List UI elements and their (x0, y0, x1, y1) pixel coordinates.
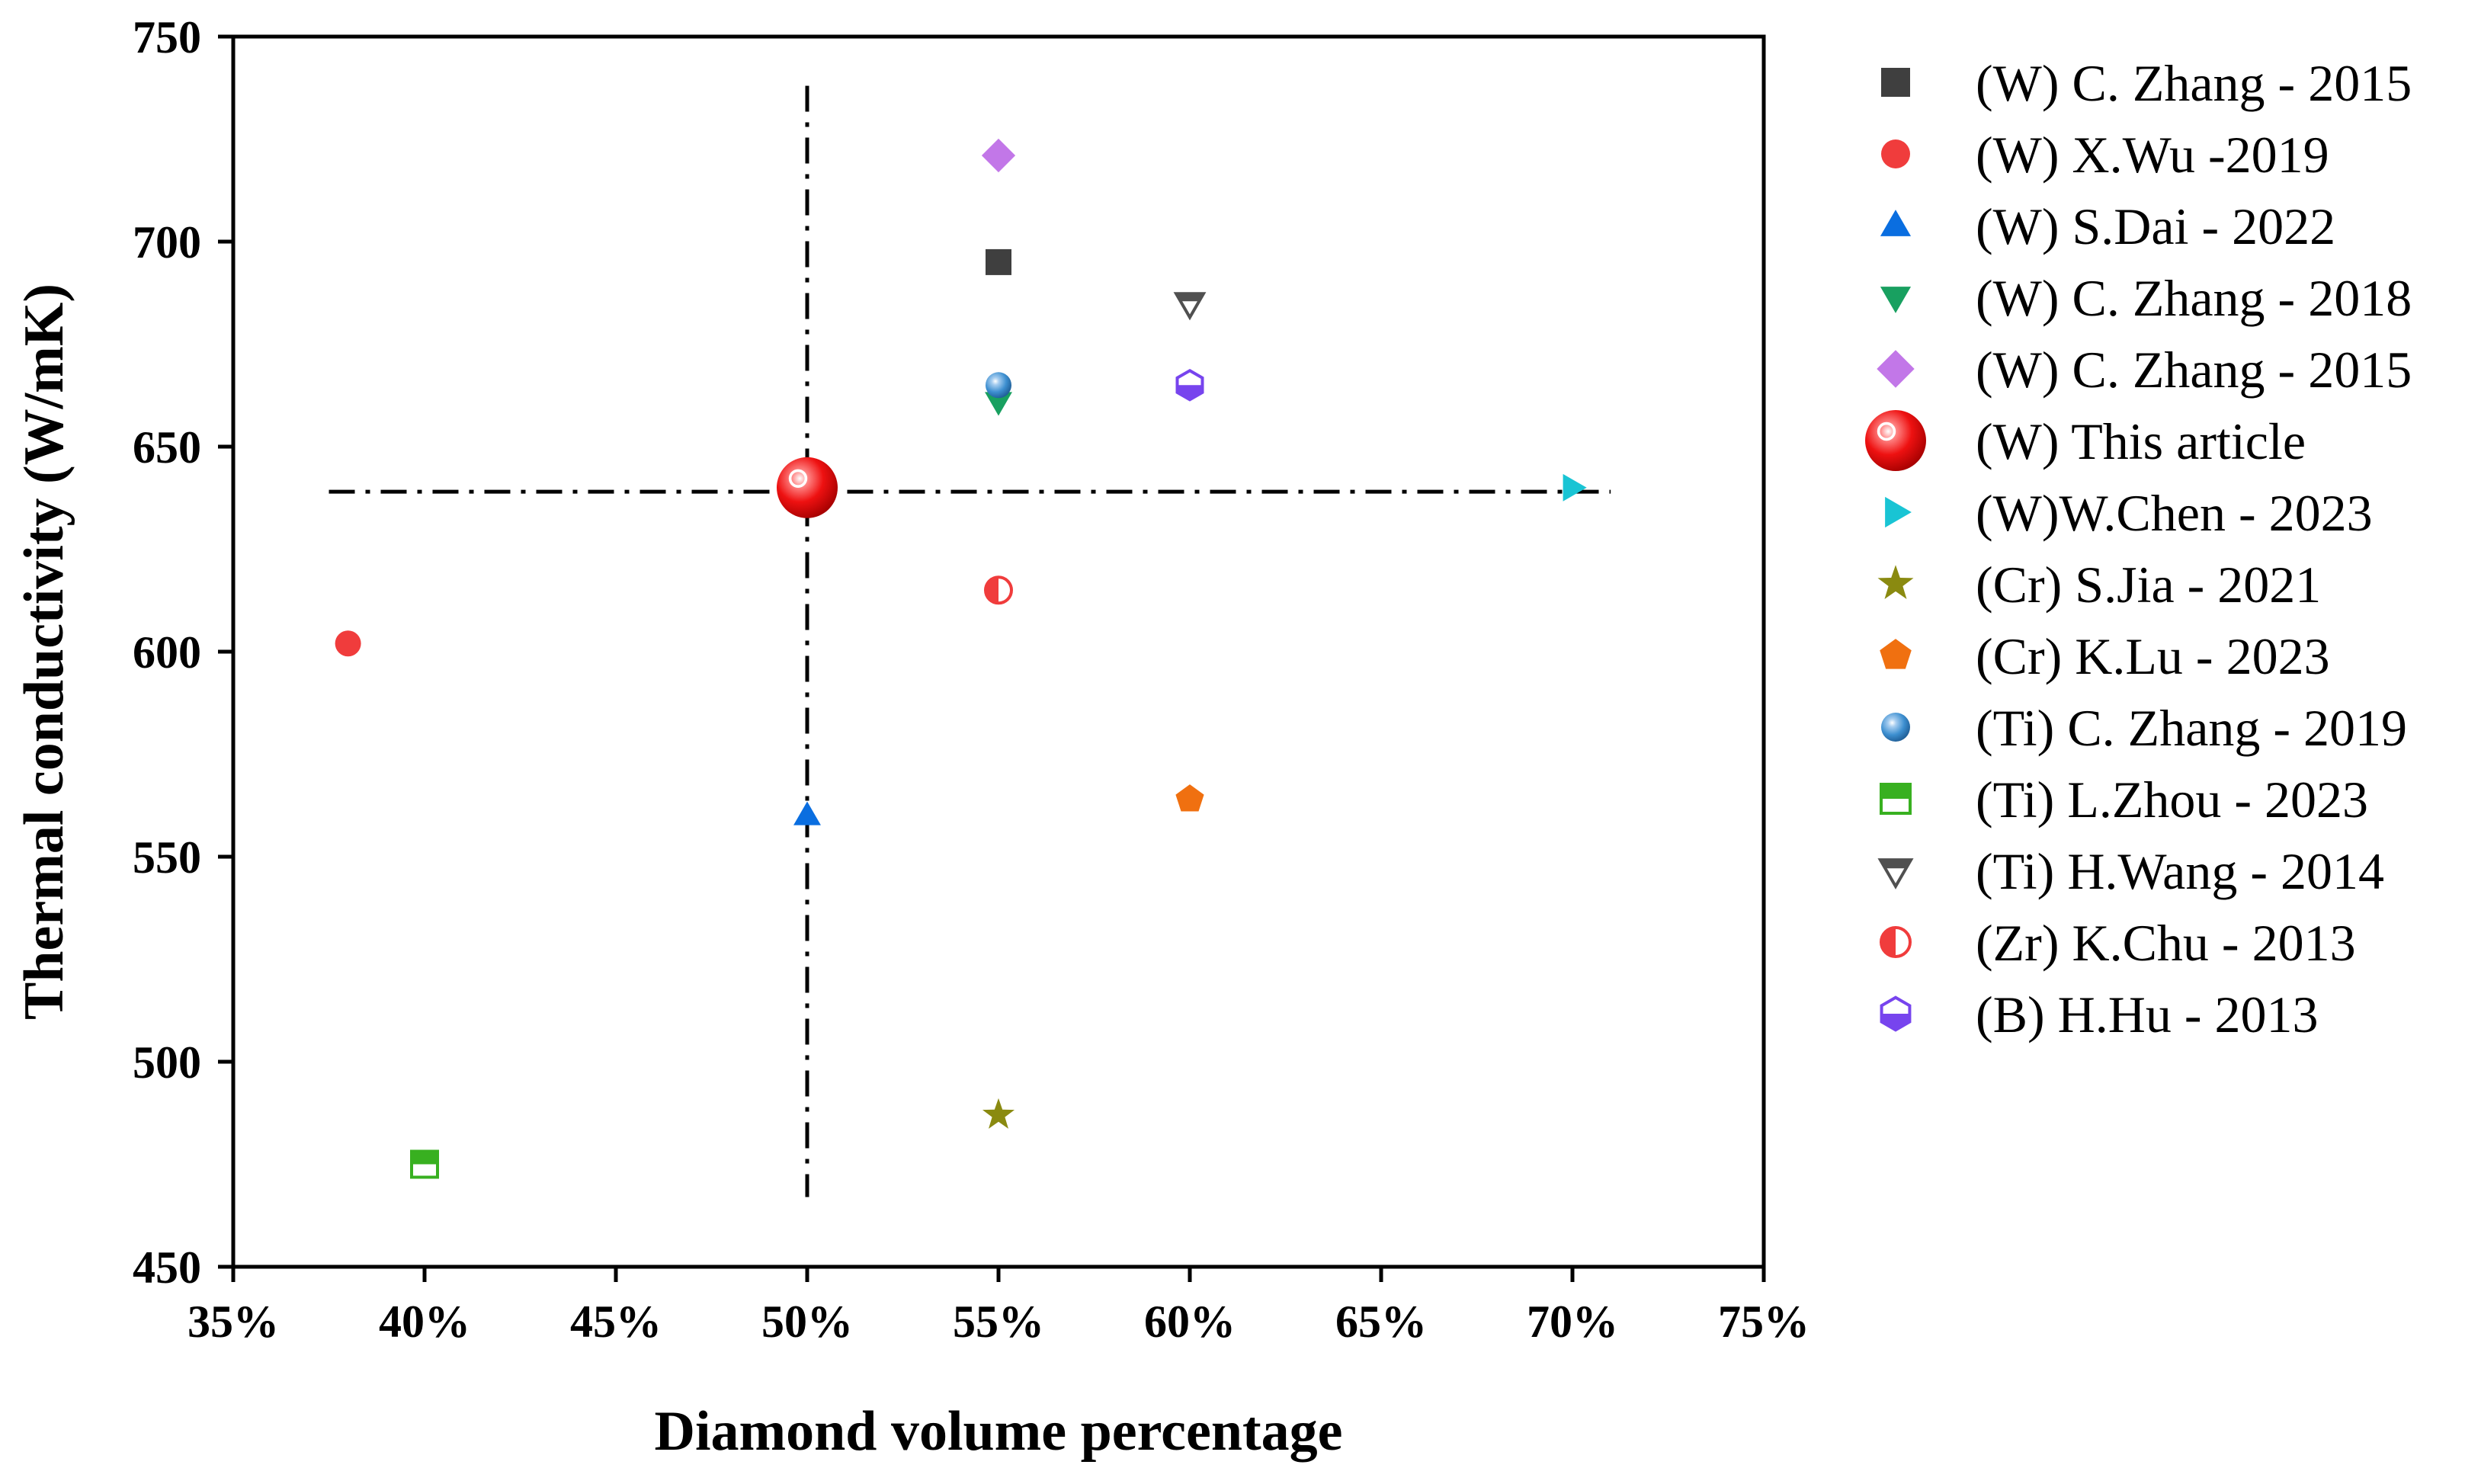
y-axis: 450 500 550 600 650 700 750 (133, 12, 233, 1293)
x-tick-label: 35% (188, 1296, 279, 1347)
point-ti-l-zhou-2023-10 (410, 1149, 439, 1179)
point-w-c-zhang-2015-0 (986, 248, 1011, 275)
point-b-h-hu-2013-13 (1175, 368, 1204, 402)
legend-label: (Cr) K.Lu - 2023 (1976, 627, 2330, 685)
y-tick-label: 600 (133, 627, 201, 678)
point-cr-k-lu-2023-8 (1175, 784, 1204, 812)
legend-marker-2 (1881, 139, 1910, 168)
y-axis-title: Thermal conductivity (W/mK) (13, 284, 75, 1020)
x-tick-label: 50% (761, 1296, 853, 1347)
legend-marker-3 (1880, 210, 1912, 236)
point-w-w-chen-2023-6 (1563, 473, 1587, 502)
legend-marker-8 (1877, 565, 1914, 599)
legend-label: (W)W.Chen - 2023 (1976, 484, 2373, 542)
x-tick-label: 70% (1527, 1296, 1618, 1347)
legend-label: (W) This article (1976, 412, 2306, 470)
legend-label: (W) X.Wu -2019 (1976, 126, 2329, 184)
legend-marker-14 (1880, 995, 1912, 1032)
y-tick-label: 650 (133, 422, 201, 473)
legend-marker-5 (1877, 350, 1915, 388)
legend-label: (W) C. Zhang - 2018 (1976, 269, 2412, 327)
legend-marker-7 (1885, 496, 1912, 528)
legend-marker-11 (1880, 783, 1912, 815)
point-w-c-zhang-2018-3 (985, 392, 1012, 416)
x-tick-label: 65% (1335, 1296, 1427, 1347)
legend-label: (Ti) C. Zhang - 2019 (1976, 699, 2407, 757)
point-ti-c-zhang-2019-9 (986, 372, 1011, 399)
point-ti-h-wang-2014-11 (1173, 292, 1207, 321)
legend-label: (Zr) K.Chu - 2013 (1976, 914, 2356, 972)
y-tick-label: 550 (133, 832, 201, 883)
point-w-s-dai-2022-2 (793, 801, 821, 825)
legend-label: (Ti) H.Wang - 2014 (1976, 842, 2384, 900)
legend-marker-4 (1880, 287, 1912, 313)
legend-marker-9 (1880, 639, 1912, 669)
legend-marker-12 (1877, 858, 1914, 889)
y-tick-label: 450 (133, 1242, 201, 1293)
legend-label: (W) S.Dai - 2022 (1976, 197, 2335, 255)
legend-label: (W) C. Zhang - 2015 (1976, 54, 2412, 112)
point-w-x-wu-2019-1 (335, 630, 361, 657)
point-w-this-article-5 (777, 457, 838, 518)
legend: (W) C. Zhang - 2015 (W) X.Wu -2019 (W) S.D… (1865, 54, 2412, 1043)
x-axis-title: Diamond volume percentage (655, 1400, 1343, 1463)
x-tick-label: 40% (379, 1296, 470, 1347)
legend-label: (Ti) L.Zhou - 2023 (1976, 771, 2368, 829)
reference-lines (329, 85, 1611, 1197)
legend-label: (B) H.Hu - 2013 (1976, 986, 2319, 1043)
data-points (335, 138, 1587, 1179)
y-tick-label: 700 (133, 217, 201, 268)
point-cr-s-jia-2021-7 (982, 1098, 1015, 1129)
legend-label: (Cr) S.Jia - 2021 (1976, 556, 2321, 614)
legend-label: (W) C. Zhang - 2015 (1976, 341, 2412, 399)
plot-area-frame (231, 34, 1766, 1269)
x-tick-label: 45% (570, 1296, 662, 1347)
point-w-c-zhang-2015-4 (981, 138, 1016, 173)
x-tick-label: 60% (1144, 1296, 1236, 1347)
legend-marker-1 (1881, 68, 1910, 97)
legend-marker-6 (1865, 410, 1926, 471)
x-axis: 35% 40% 45% 50% 55% 60% 65% 70% 75% (188, 1267, 1809, 1347)
legend-marker-13 (1880, 926, 1912, 958)
y-tick-label: 750 (133, 12, 201, 63)
x-tick-label: 75% (1718, 1296, 1809, 1347)
point-zr-k-chu-2013-12 (984, 575, 1013, 605)
legend-marker-10 (1881, 713, 1910, 742)
x-tick-label: 55% (953, 1296, 1044, 1347)
y-tick-label: 500 (133, 1037, 201, 1088)
